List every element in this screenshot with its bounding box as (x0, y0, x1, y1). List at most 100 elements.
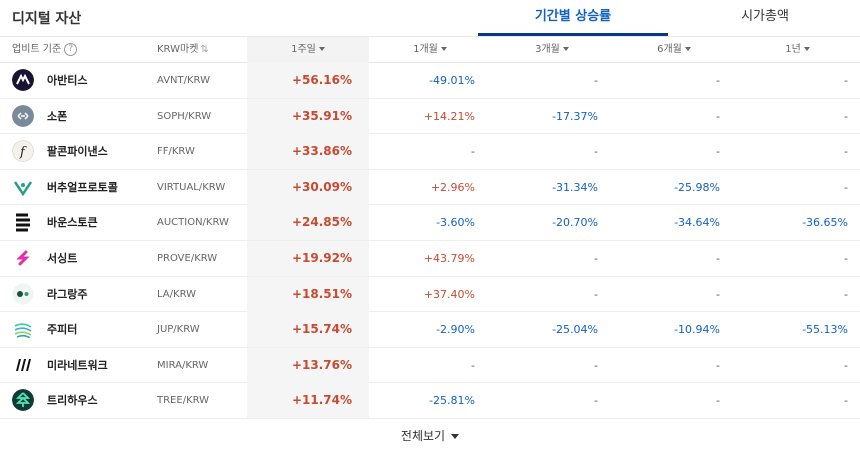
change-6m: - (716, 358, 720, 372)
table-row[interactable]: 주피터 JUP/KRW +15.74% -2.90% -25.04% -10.9… (0, 312, 860, 348)
change-1y: -55.13% (802, 323, 848, 337)
change-1y: -36.65% (802, 216, 848, 230)
basis-label-group: 업비트 기준? (12, 37, 78, 63)
asset-market: FF/KRW (157, 146, 195, 158)
week1-column-label: 1주일 (291, 44, 316, 55)
asset-market: TREE/KRW (157, 395, 210, 407)
month1-column-label: 1개월 (413, 44, 438, 55)
asset-name[interactable]: 주피터 (47, 323, 78, 337)
asset-market: SOPH/KRW (157, 110, 212, 122)
change-1y: - (844, 145, 848, 159)
month1-column-header[interactable]: 1개월 (369, 37, 491, 63)
change-1m: +2.96% (430, 180, 475, 194)
change-1m: - (471, 358, 475, 372)
sophon-logo-icon (12, 104, 34, 127)
change-1w: +13.76% (247, 347, 369, 383)
bounce-token-logo-icon (12, 211, 34, 234)
asset-market: VIRTUAL/KRW (157, 181, 226, 193)
change-6m: - (716, 145, 720, 159)
table-row[interactable]: 아반티스 AVNT/KRW +56.16% -49.01% - - - (0, 63, 860, 99)
change-3m: - (594, 394, 598, 408)
change-1m: -49.01% (429, 74, 475, 87)
change-6m: - (716, 74, 720, 87)
asset-name[interactable]: 소폰 (47, 109, 68, 123)
caret-down-icon (803, 47, 810, 51)
change-3m: -20.70% (552, 216, 598, 230)
change-3m: -17.37% (552, 109, 598, 123)
falcon-finance-logo-icon: f (12, 140, 34, 163)
change-1y: - (844, 394, 848, 408)
asset-market: MIRA/KRW (157, 359, 209, 371)
year1-column-header[interactable]: 1년 (735, 37, 860, 63)
change-1m: -3.60% (436, 216, 475, 230)
change-3m: - (594, 287, 598, 301)
jupiter-logo-icon (12, 318, 34, 341)
asset-name[interactable]: 바운스토큰 (47, 216, 98, 230)
virtuals-protocol-logo-icon (12, 175, 34, 198)
basis-label: 업비트 기준 (12, 44, 62, 55)
asset-market: PROVE/KRW (157, 252, 218, 264)
treehouse-logo-icon (12, 389, 34, 412)
view-all-button[interactable]: 전체보기 (0, 419, 860, 454)
tab-period-gain[interactable]: 기간별 상승률 (478, 0, 668, 36)
change-1w: +15.74% (247, 312, 369, 348)
table-row[interactable]: 라그랑주 LA/KRW +18.51% +37.40% - - - (0, 276, 860, 313)
asset-name[interactable]: 미라네트워크 (47, 358, 108, 372)
header: 디지털 자산 기간별 상승률 시가총액 (0, 0, 860, 36)
avantis-logo-icon (12, 69, 34, 91)
table-row[interactable]: f 팔콘파이낸스 FF/KRW +33.86% - - - - (0, 134, 860, 170)
month3-column-header[interactable]: 3개월 (491, 37, 613, 63)
column-header-row: 업비트 기준? KRW마켓 ⇅ 1주일 1개월 3개월 6개월 1년 (0, 36, 860, 63)
table-row[interactable]: 소폰 SOPH/KRW +35.91% +14.21% -17.37% - - (0, 98, 860, 135)
change-1w: +30.09% (247, 169, 369, 205)
table-row[interactable]: 버추얼프로토콜 VIRTUAL/KRW +30.09% +2.96% -31.3… (0, 169, 860, 206)
asset-name[interactable]: 트리하우스 (47, 394, 98, 408)
change-1y: - (844, 180, 848, 194)
sort-icon: ⇅ (200, 44, 209, 55)
asset-name[interactable]: 서싱트 (47, 251, 78, 265)
change-3m: - (594, 358, 598, 372)
change-1y: - (844, 251, 848, 265)
change-6m: - (716, 251, 720, 265)
change-6m: - (716, 109, 720, 123)
change-6m: - (716, 287, 720, 301)
change-6m: - (716, 394, 720, 408)
question-circle-icon[interactable]: ? (64, 42, 78, 56)
change-3m: - (594, 145, 598, 159)
asset-name[interactable]: 아반티스 (47, 74, 88, 87)
table-row[interactable]: 미라네트워크 MIRA/KRW +13.76% - - - - (0, 347, 860, 384)
change-1m: -2.90% (436, 323, 475, 337)
month6-column-header[interactable]: 6개월 (613, 37, 735, 63)
asset-name[interactable]: 팔콘파이낸스 (47, 145, 108, 159)
caret-down-icon (451, 434, 460, 439)
asset-market: AVNT/KRW (157, 75, 210, 86)
change-1w: +35.91% (247, 98, 369, 134)
change-3m: -31.34% (552, 180, 598, 194)
month6-column-label: 6개월 (657, 44, 682, 55)
change-1y: - (844, 358, 848, 372)
caret-down-icon (562, 47, 569, 51)
table-row[interactable]: 서싱트 PROVE/KRW +19.92% +43.79% - - - (0, 240, 860, 277)
asset-name[interactable]: 라그랑주 (47, 287, 88, 301)
caret-down-icon (684, 47, 691, 51)
change-3m: - (594, 74, 598, 87)
change-1y: - (844, 74, 848, 87)
month3-column-label: 3개월 (535, 44, 560, 55)
asset-market: JUP/KRW (157, 324, 200, 336)
svg-text:f: f (19, 145, 27, 160)
change-1m: +43.79% (423, 251, 475, 265)
week1-column-header[interactable]: 1주일 (247, 37, 369, 63)
asset-market: AUCTION/KRW (157, 217, 229, 229)
change-1y: - (844, 287, 848, 301)
change-1m: +14.21% (423, 109, 475, 123)
asset-name[interactable]: 버추얼프로토콜 (47, 180, 118, 194)
table-row[interactable]: 트리하우스 TREE/KRW +11.74% -25.81% - - - (0, 383, 860, 419)
change-6m: -34.64% (674, 216, 720, 230)
tab-market-cap[interactable]: 시가총액 (741, 9, 789, 24)
change-1m: - (471, 145, 475, 159)
table-row[interactable]: 바운스토큰 AUCTION/KRW +24.85% -3.60% -20.70%… (0, 205, 860, 241)
market-column-header[interactable]: KRW마켓 ⇅ (157, 37, 209, 63)
change-1w: +18.51% (247, 276, 369, 312)
change-1w: +56.16% (247, 63, 369, 98)
year1-column-label: 1년 (785, 44, 801, 55)
